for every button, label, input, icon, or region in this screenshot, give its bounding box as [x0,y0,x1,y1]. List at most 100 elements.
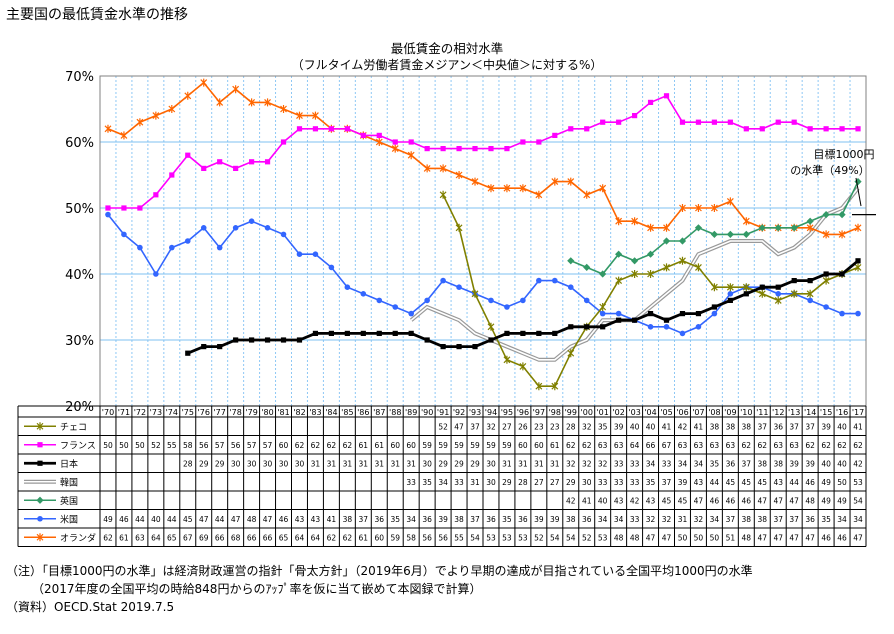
data-label: 46 [119,515,129,524]
series-チェコ [439,190,862,391]
data-label: 59 [470,441,480,450]
data-point [647,324,654,330]
x-tick-label: '04 [644,408,656,417]
legend-label: 日本 [60,458,78,470]
data-label: 60 [390,441,400,450]
data-point [456,284,462,291]
x-tick-label: '84 [325,408,337,417]
data-label: 43 [311,515,321,524]
data-point [679,256,686,265]
data-point [375,138,383,146]
data-label: 54 [853,496,863,505]
data-label: 36 [374,515,384,524]
data-point [169,244,175,251]
data-label: 23 [550,422,560,431]
data-point [727,297,733,303]
data-point [838,230,846,239]
data-label: 64 [295,533,305,542]
data-label: 60 [534,441,544,450]
note-line-2: （2017年度の全国平均の時給848円からのｱｯﾌﾟ率を仮に当て嵌めて本図録で計… [32,582,482,596]
data-point [568,126,574,132]
data-label: 31 [374,459,384,468]
data-label: 31 [406,459,416,468]
data-point [152,111,160,120]
data-point [440,277,446,284]
x-tick-label: '74 [166,408,178,417]
data-point [391,144,399,153]
data-point [758,224,766,232]
data-label: 54 [566,533,576,542]
data-label: 34 [406,515,416,524]
data-label: 45 [678,496,688,505]
x-tick-label: '81 [277,408,289,417]
data-point [408,139,414,145]
data-label: 34 [438,478,448,487]
series-米国 [105,211,861,337]
data-label: 29 [470,459,480,468]
data-point [775,291,782,297]
data-label: 60 [518,441,528,450]
data-label: 38 [726,422,736,431]
data-label: 62 [327,441,337,450]
data-label: 52 [438,422,448,431]
data-point [726,283,734,292]
data-point [758,289,766,298]
legend-label: 米国 [60,513,78,525]
data-point [743,291,749,297]
data-point [360,132,366,138]
data-point [631,257,639,265]
data-point [567,177,575,186]
data-point [710,230,718,238]
data-label: 42 [566,496,576,505]
data-label: 48 [742,533,752,542]
data-label: 39 [614,422,624,431]
data-label: 41 [662,422,672,431]
data-point [104,124,112,133]
data-point [838,211,846,219]
x-tick-label: '15 [820,408,832,417]
data-point [296,111,303,120]
data-point [711,310,718,317]
data-point [695,311,702,317]
data-point [774,296,782,305]
data-label: 37 [773,515,783,524]
legend-label: オランダ [60,532,96,544]
data-label: 44 [710,478,720,487]
data-label: 33 [630,478,640,487]
data-label: 32 [662,515,672,524]
data-label: 62 [327,533,337,542]
data-point [519,184,527,193]
data-point [663,223,670,232]
data-point [807,278,813,284]
x-tick-label: '82 [293,408,305,417]
data-table: '70 '71 '72 '73 '74 '75 '76'77 '78 '79 '80 '81 '82 '… [17,405,867,547]
data-point [695,119,702,125]
data-point [536,139,542,145]
data-label: 59 [422,441,432,450]
data-label: 35 [598,422,608,431]
data-point [488,297,494,304]
data-point [424,146,430,152]
data-label: 34 [837,515,847,524]
data-label: 31 [343,459,353,468]
data-label: 62 [103,533,113,542]
data-point [439,190,447,199]
data-label: 48 [630,533,640,542]
data-label: 34 [614,515,624,524]
data-point [568,324,574,330]
data-label: 36 [773,422,783,431]
data-label: 64 [630,441,640,450]
data-label: 46 [742,496,752,505]
data-point [790,289,798,298]
data-point [663,263,670,272]
data-point [520,139,526,145]
data-point [726,230,734,238]
data-point [855,258,861,264]
data-label: 62 [821,441,831,450]
data-point [647,270,654,278]
data-label: 66 [263,533,273,542]
data-label: 38 [757,515,767,524]
data-point [759,126,765,132]
data-label: 38 [566,515,576,524]
x-tick-label: '11 [756,408,768,417]
